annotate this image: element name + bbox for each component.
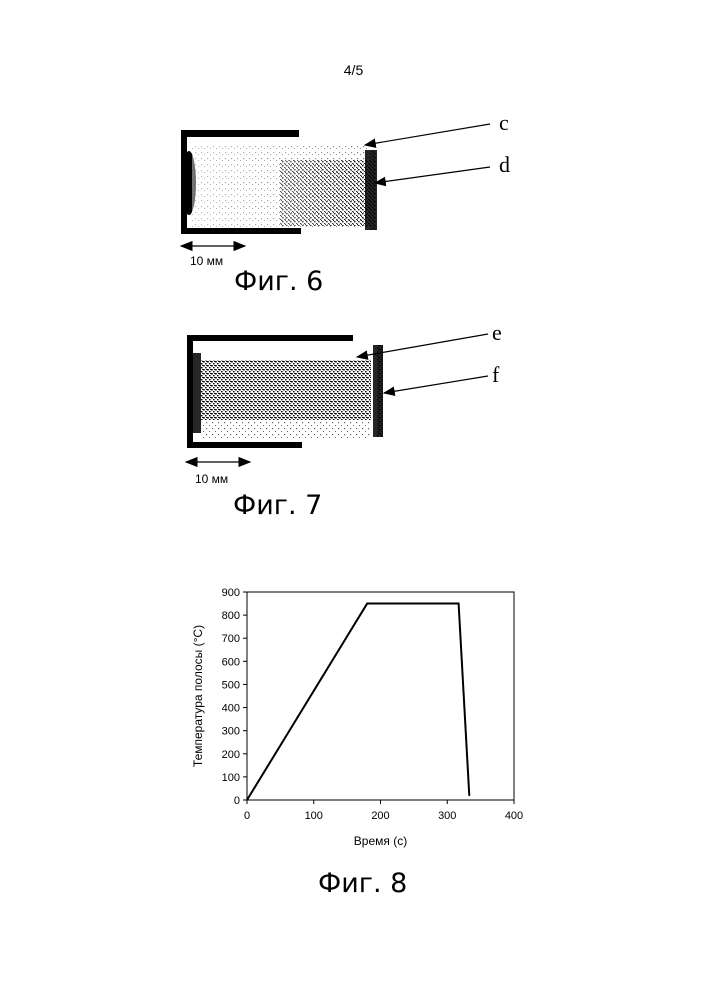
figure-7-caption: Фиг. 7 bbox=[233, 490, 322, 521]
figure-6-caption: Фиг. 6 bbox=[234, 266, 323, 297]
data-point bbox=[366, 603, 368, 605]
y-tick-label: 500 bbox=[222, 679, 240, 691]
x-tick-label: 400 bbox=[505, 810, 523, 822]
x-tick-label: 300 bbox=[438, 810, 456, 822]
y-tick-label: 0 bbox=[234, 795, 240, 807]
data-point bbox=[468, 795, 470, 797]
label-e: e bbox=[492, 320, 502, 346]
y-tick-label: 300 bbox=[222, 726, 240, 738]
figure-6-arrows bbox=[0, 0, 707, 300]
figure-8-caption: Фиг. 8 bbox=[318, 868, 407, 899]
y-tick-label: 400 bbox=[222, 703, 240, 715]
arrow-d bbox=[375, 167, 490, 183]
figure-7-arrows bbox=[0, 300, 707, 500]
label-f: f bbox=[492, 362, 499, 388]
arrow-f bbox=[384, 376, 488, 393]
y-tick-label: 600 bbox=[222, 656, 240, 668]
y-tick-label: 700 bbox=[222, 633, 240, 645]
x-tick-label: 100 bbox=[305, 810, 323, 822]
plot-area bbox=[247, 592, 514, 800]
x-tick-label: 200 bbox=[371, 810, 389, 822]
label-c: c bbox=[499, 110, 509, 136]
arrow-e bbox=[357, 334, 488, 357]
series-line bbox=[247, 604, 469, 800]
x-tick-label: 0 bbox=[244, 810, 250, 822]
arrow-c bbox=[365, 124, 490, 145]
scale-label-7: 10 мм bbox=[195, 472, 228, 486]
y-axis-label: Температура полосы (°C) bbox=[191, 625, 205, 767]
data-point bbox=[246, 799, 248, 801]
y-tick-label: 900 bbox=[222, 587, 240, 599]
label-d: d bbox=[499, 152, 510, 178]
x-axis-label: Время (с) bbox=[354, 834, 407, 848]
y-tick-label: 200 bbox=[222, 749, 240, 761]
data-point bbox=[458, 603, 460, 605]
scale-label-6: 10 мм bbox=[190, 254, 223, 268]
figure-8-chart: 0 100 200 300 400 500 600 700 800 900 0 100 200 300 40… bbox=[180, 580, 540, 860]
y-tick-label: 800 bbox=[222, 610, 240, 622]
y-tick-label: 100 bbox=[222, 772, 240, 784]
